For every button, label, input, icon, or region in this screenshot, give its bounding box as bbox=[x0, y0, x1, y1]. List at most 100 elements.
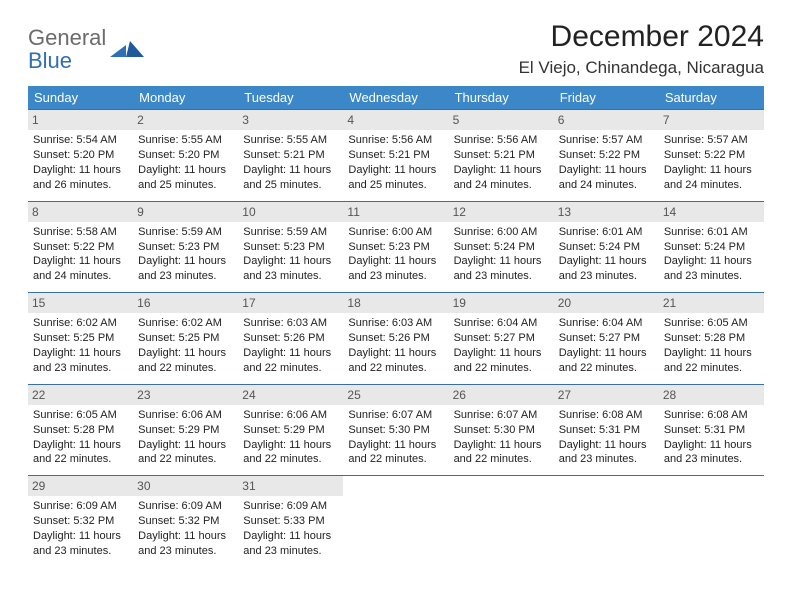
day-number: 12 bbox=[449, 202, 554, 222]
daylight-line: Daylight: 11 hours and 22 minutes. bbox=[33, 438, 128, 468]
sunrise-line: Sunrise: 5:55 AM bbox=[243, 133, 338, 148]
calendar-empty-cell bbox=[554, 476, 659, 567]
daylight-line: Daylight: 11 hours and 25 minutes. bbox=[243, 163, 338, 193]
calendar-day-cell: 1Sunrise: 5:54 AMSunset: 5:20 PMDaylight… bbox=[28, 110, 133, 202]
calendar-day-cell: 14Sunrise: 6:01 AMSunset: 5:24 PMDayligh… bbox=[659, 201, 764, 293]
calendar-week-row: 8Sunrise: 5:58 AMSunset: 5:22 PMDaylight… bbox=[28, 201, 764, 293]
sunrise-line: Sunrise: 6:05 AM bbox=[33, 408, 128, 423]
sunset-line: Sunset: 5:24 PM bbox=[664, 240, 759, 255]
daylight-line: Daylight: 11 hours and 23 minutes. bbox=[664, 254, 759, 284]
weekday-header: Thursday bbox=[449, 86, 554, 110]
sunrise-line: Sunrise: 5:57 AM bbox=[664, 133, 759, 148]
day-number: 4 bbox=[343, 110, 448, 130]
day-number: 20 bbox=[554, 293, 659, 313]
daylight-line: Daylight: 11 hours and 25 minutes. bbox=[138, 163, 233, 193]
sunrise-line: Sunrise: 6:02 AM bbox=[138, 316, 233, 331]
day-number: 5 bbox=[449, 110, 554, 130]
weekday-header: Sunday bbox=[28, 86, 133, 110]
logo-word-general: General bbox=[28, 25, 106, 50]
calendar-day-cell: 18Sunrise: 6:03 AMSunset: 5:26 PMDayligh… bbox=[343, 293, 448, 385]
sunset-line: Sunset: 5:22 PM bbox=[559, 148, 654, 163]
day-number: 1 bbox=[28, 110, 133, 130]
calendar-day-cell: 16 Sunrise: 6:02 AMSunset: 5:25 PMDayligh… bbox=[133, 293, 238, 385]
calendar-day-cell: 2 Sunrise: 5:55 AMSunset: 5:20 PMDaylight… bbox=[133, 110, 238, 202]
calendar-day-cell: 25Sunrise: 6:07 AMSunset: 5:30 PMDayligh… bbox=[343, 384, 448, 476]
calendar-day-cell: 9Sunrise: 5:59 AMSunset: 5:23 PMDaylight… bbox=[133, 201, 238, 293]
sunset-line: Sunset: 5:23 PM bbox=[138, 240, 233, 255]
calendar-day-cell: 4Sunrise: 5:56 AMSunset: 5:21 PMDaylight… bbox=[343, 110, 448, 202]
day-number: 16 bbox=[133, 293, 238, 313]
daylight-line: Daylight: 11 hours and 23 minutes. bbox=[348, 254, 443, 284]
sunset-line: Sunset: 5:27 PM bbox=[559, 331, 654, 346]
calendar-empty-cell bbox=[449, 476, 554, 567]
calendar-day-cell: 10Sunrise: 5:59 AMSunset: 5:23 PMDayligh… bbox=[238, 201, 343, 293]
weekday-header: Monday bbox=[133, 86, 238, 110]
sunset-line: Sunset: 5:32 PM bbox=[33, 514, 128, 529]
sunset-line: Sunset: 5:22 PM bbox=[33, 240, 128, 255]
sunset-line: Sunset: 5:24 PM bbox=[559, 240, 654, 255]
sunrise-line: Sunrise: 6:03 AM bbox=[243, 316, 338, 331]
sunrise-line: Sunrise: 6:04 AM bbox=[454, 316, 549, 331]
sunset-line: Sunset: 5:29 PM bbox=[243, 423, 338, 438]
sunset-line: Sunset: 5:21 PM bbox=[348, 148, 443, 163]
sunset-line: Sunset: 5:30 PM bbox=[348, 423, 443, 438]
sunset-line: Sunset: 5:26 PM bbox=[243, 331, 338, 346]
calendar-day-cell: 31Sunrise: 6:09 AMSunset: 5:33 PMDayligh… bbox=[238, 476, 343, 567]
sunrise-line: Sunrise: 5:58 AM bbox=[33, 225, 128, 240]
daylight-line: Daylight: 11 hours and 23 minutes. bbox=[33, 346, 128, 376]
sunset-line: Sunset: 5:32 PM bbox=[138, 514, 233, 529]
daylight-line: Daylight: 11 hours and 23 minutes. bbox=[243, 254, 338, 284]
sunset-line: Sunset: 5:33 PM bbox=[243, 514, 338, 529]
day-number: 26 bbox=[449, 385, 554, 405]
daylight-line: Daylight: 11 hours and 22 minutes. bbox=[138, 346, 233, 376]
daylight-line: Daylight: 11 hours and 23 minutes. bbox=[664, 438, 759, 468]
day-number: 3 bbox=[238, 110, 343, 130]
calendar-day-cell: 24Sunrise: 6:06 AMSunset: 5:29 PMDayligh… bbox=[238, 384, 343, 476]
daylight-line: Daylight: 11 hours and 22 minutes. bbox=[454, 438, 549, 468]
sunset-line: Sunset: 5:31 PM bbox=[664, 423, 759, 438]
sunrise-line: Sunrise: 6:04 AM bbox=[559, 316, 654, 331]
calendar-day-cell: 22Sunrise: 6:05 AMSunset: 5:28 PMDayligh… bbox=[28, 384, 133, 476]
calendar-week-row: 1Sunrise: 5:54 AMSunset: 5:20 PMDaylight… bbox=[28, 110, 764, 202]
sunset-line: Sunset: 5:25 PM bbox=[33, 331, 128, 346]
sunrise-line: Sunrise: 6:09 AM bbox=[138, 499, 233, 514]
daylight-line: Daylight: 11 hours and 24 minutes. bbox=[454, 163, 549, 193]
sunrise-line: Sunrise: 5:55 AM bbox=[138, 133, 233, 148]
day-number: 23 bbox=[133, 385, 238, 405]
calendar-empty-cell bbox=[343, 476, 448, 567]
calendar-day-cell: 21Sunrise: 6:05 AMSunset: 5:28 PMDayligh… bbox=[659, 293, 764, 385]
day-number: 2 bbox=[133, 110, 238, 130]
sunset-line: Sunset: 5:25 PM bbox=[138, 331, 233, 346]
calendar-day-cell: 13Sunrise: 6:01 AMSunset: 5:24 PMDayligh… bbox=[554, 201, 659, 293]
day-number: 31 bbox=[238, 476, 343, 496]
calendar-day-cell: 6Sunrise: 5:57 AMSunset: 5:22 PMDaylight… bbox=[554, 110, 659, 202]
daylight-line: Daylight: 11 hours and 23 minutes. bbox=[138, 529, 233, 559]
day-number: 15 bbox=[28, 293, 133, 313]
calendar-week-row: 15Sunrise: 6:02 AMSunset: 5:25 PMDayligh… bbox=[28, 293, 764, 385]
day-number: 21 bbox=[659, 293, 764, 313]
daylight-line: Daylight: 11 hours and 23 minutes. bbox=[243, 529, 338, 559]
sunrise-line: Sunrise: 6:00 AM bbox=[454, 225, 549, 240]
sunset-line: Sunset: 5:21 PM bbox=[454, 148, 549, 163]
sunrise-line: Sunrise: 6:09 AM bbox=[33, 499, 128, 514]
calendar-day-cell: 15Sunrise: 6:02 AMSunset: 5:25 PMDayligh… bbox=[28, 293, 133, 385]
sunrise-line: Sunrise: 6:05 AM bbox=[664, 316, 759, 331]
day-number: 7 bbox=[659, 110, 764, 130]
daylight-line: Daylight: 11 hours and 22 minutes. bbox=[243, 346, 338, 376]
day-number: 19 bbox=[449, 293, 554, 313]
daylight-line: Daylight: 11 hours and 23 minutes. bbox=[33, 529, 128, 559]
calendar-day-cell: 19Sunrise: 6:04 AMSunset: 5:27 PMDayligh… bbox=[449, 293, 554, 385]
calendar-week-row: 29Sunrise: 6:09 AMSunset: 5:32 PMDayligh… bbox=[28, 476, 764, 567]
day-number: 24 bbox=[238, 385, 343, 405]
sunset-line: Sunset: 5:20 PM bbox=[138, 148, 233, 163]
calendar-day-cell: 29Sunrise: 6:09 AMSunset: 5:32 PMDayligh… bbox=[28, 476, 133, 567]
calendar-day-cell: 8Sunrise: 5:58 AMSunset: 5:22 PMDaylight… bbox=[28, 201, 133, 293]
day-number: 11 bbox=[343, 202, 448, 222]
sunset-line: Sunset: 5:23 PM bbox=[348, 240, 443, 255]
calendar-day-cell: 27Sunrise: 6:08 AMSunset: 5:31 PMDayligh… bbox=[554, 384, 659, 476]
sunrise-line: Sunrise: 5:59 AM bbox=[138, 225, 233, 240]
title-block: December 2024 El Viejo, Chinandega, Nica… bbox=[519, 20, 764, 78]
sunrise-line: Sunrise: 6:07 AM bbox=[454, 408, 549, 423]
sunrise-line: Sunrise: 6:08 AM bbox=[664, 408, 759, 423]
sunrise-line: Sunrise: 6:01 AM bbox=[559, 225, 654, 240]
